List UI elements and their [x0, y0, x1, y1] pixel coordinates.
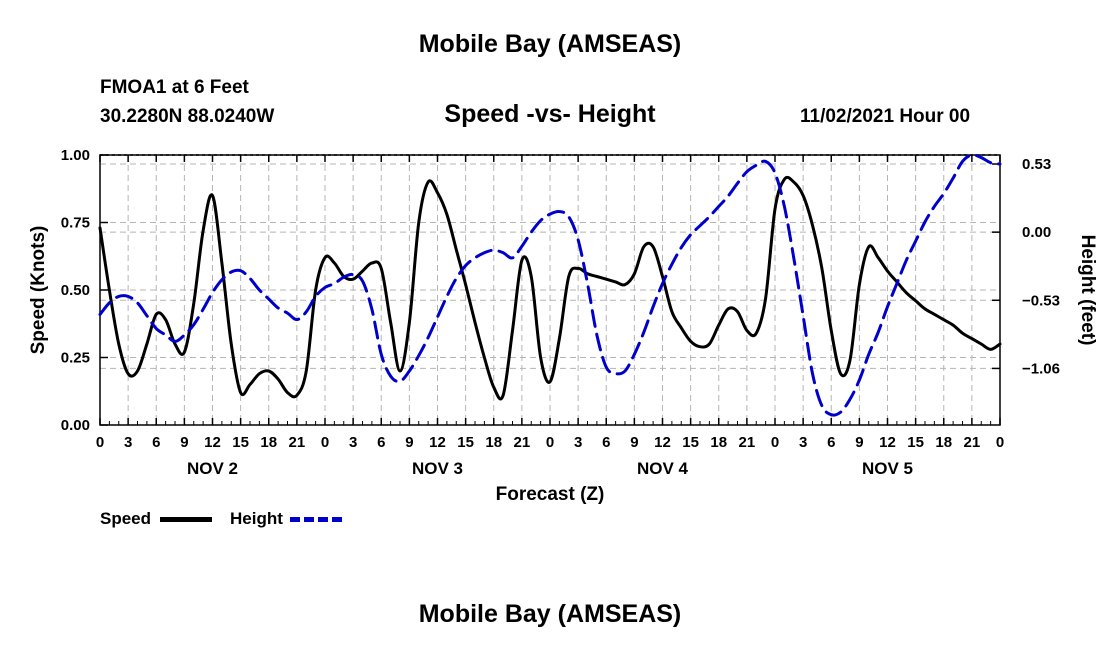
- legend-height-swatch: [290, 517, 342, 522]
- station-label: FMOA1 at 6 Feet: [100, 77, 249, 98]
- x-tick-label: 21: [739, 434, 756, 451]
- coordinates-label: 30.2280N 88.0240W: [100, 106, 275, 127]
- x-tick-label: 9: [405, 434, 413, 451]
- x-tick-label: 6: [377, 434, 385, 451]
- day-label: NOV 5: [862, 459, 913, 478]
- y-left-tick-label: 0.25: [61, 350, 90, 367]
- x-tick-label: 12: [204, 434, 221, 451]
- x-tick-label: 21: [514, 434, 531, 451]
- x-tick-label: 18: [710, 434, 727, 451]
- y-right-axis-title: Height (feet): [1077, 235, 1098, 346]
- y-left-tick-label: 0.75: [61, 215, 90, 232]
- x-tick-label: 0: [96, 434, 104, 451]
- day-label: NOV 3: [412, 459, 463, 478]
- chart-subtitle: Speed -vs- Height: [444, 100, 656, 128]
- y-left-tick-label: 1.00: [61, 147, 90, 164]
- y-right-tick-label: 0.53: [1022, 156, 1051, 173]
- day-label: NOV 4: [637, 459, 689, 478]
- x-tick-label: 18: [935, 434, 952, 451]
- x-tick-label: 18: [485, 434, 502, 451]
- y-right-tick-label: −1.06: [1022, 360, 1060, 377]
- x-tick-label: 21: [289, 434, 306, 451]
- series-line-speed: [98, 175, 1002, 401]
- x-tick-label: 9: [630, 434, 638, 451]
- x-tick-label: 0: [546, 434, 554, 451]
- x-tick-label: 12: [654, 434, 671, 451]
- x-axis-title: Forecast (Z): [496, 484, 605, 505]
- x-tick-label: 15: [457, 434, 474, 451]
- x-tick-label: 0: [771, 434, 779, 451]
- y-right-tick-label: 0.00: [1022, 224, 1051, 241]
- x-tick-label: 6: [602, 434, 610, 451]
- x-tick-label: 15: [682, 434, 699, 451]
- page-title: Mobile Bay (AMSEAS): [418, 30, 682, 58]
- x-tick-label: 9: [180, 434, 188, 451]
- x-tick-label: 3: [349, 434, 357, 451]
- footer-title: Mobile Bay (AMSEAS): [418, 600, 682, 628]
- y-left-tick-label: 0.00: [61, 417, 90, 434]
- x-tick-label: 9: [855, 434, 863, 451]
- legend-speed-label: Speed: [100, 509, 152, 528]
- legend-height-label: Height: [230, 509, 283, 528]
- x-tick-label: 3: [799, 434, 807, 451]
- x-tick-label: 3: [124, 434, 132, 451]
- forecast-datetime: 11/02/2021 Hour 00: [800, 106, 971, 127]
- x-tick-label: 12: [879, 434, 896, 451]
- x-tick-label: 12: [429, 434, 446, 451]
- x-tick-label: 18: [260, 434, 277, 451]
- x-tick-label: 15: [232, 434, 249, 451]
- x-tick-label: 21: [964, 434, 981, 451]
- x-tick-label: 0: [996, 434, 1004, 451]
- y-left-axis-title: Speed (Knots): [28, 226, 49, 355]
- x-tick-label: 6: [152, 434, 160, 451]
- x-tick-label: 6: [827, 434, 835, 451]
- y-right-tick-label: −0.53: [1022, 292, 1060, 309]
- legend-speed-swatch: [160, 517, 212, 522]
- y-left-tick-label: 0.50: [61, 282, 90, 299]
- x-tick-label: 15: [907, 434, 924, 451]
- x-tick-label: 0: [321, 434, 329, 451]
- x-tick-label: 3: [574, 434, 582, 451]
- day-label: NOV 2: [187, 459, 238, 478]
- series-line-height: [98, 153, 1002, 417]
